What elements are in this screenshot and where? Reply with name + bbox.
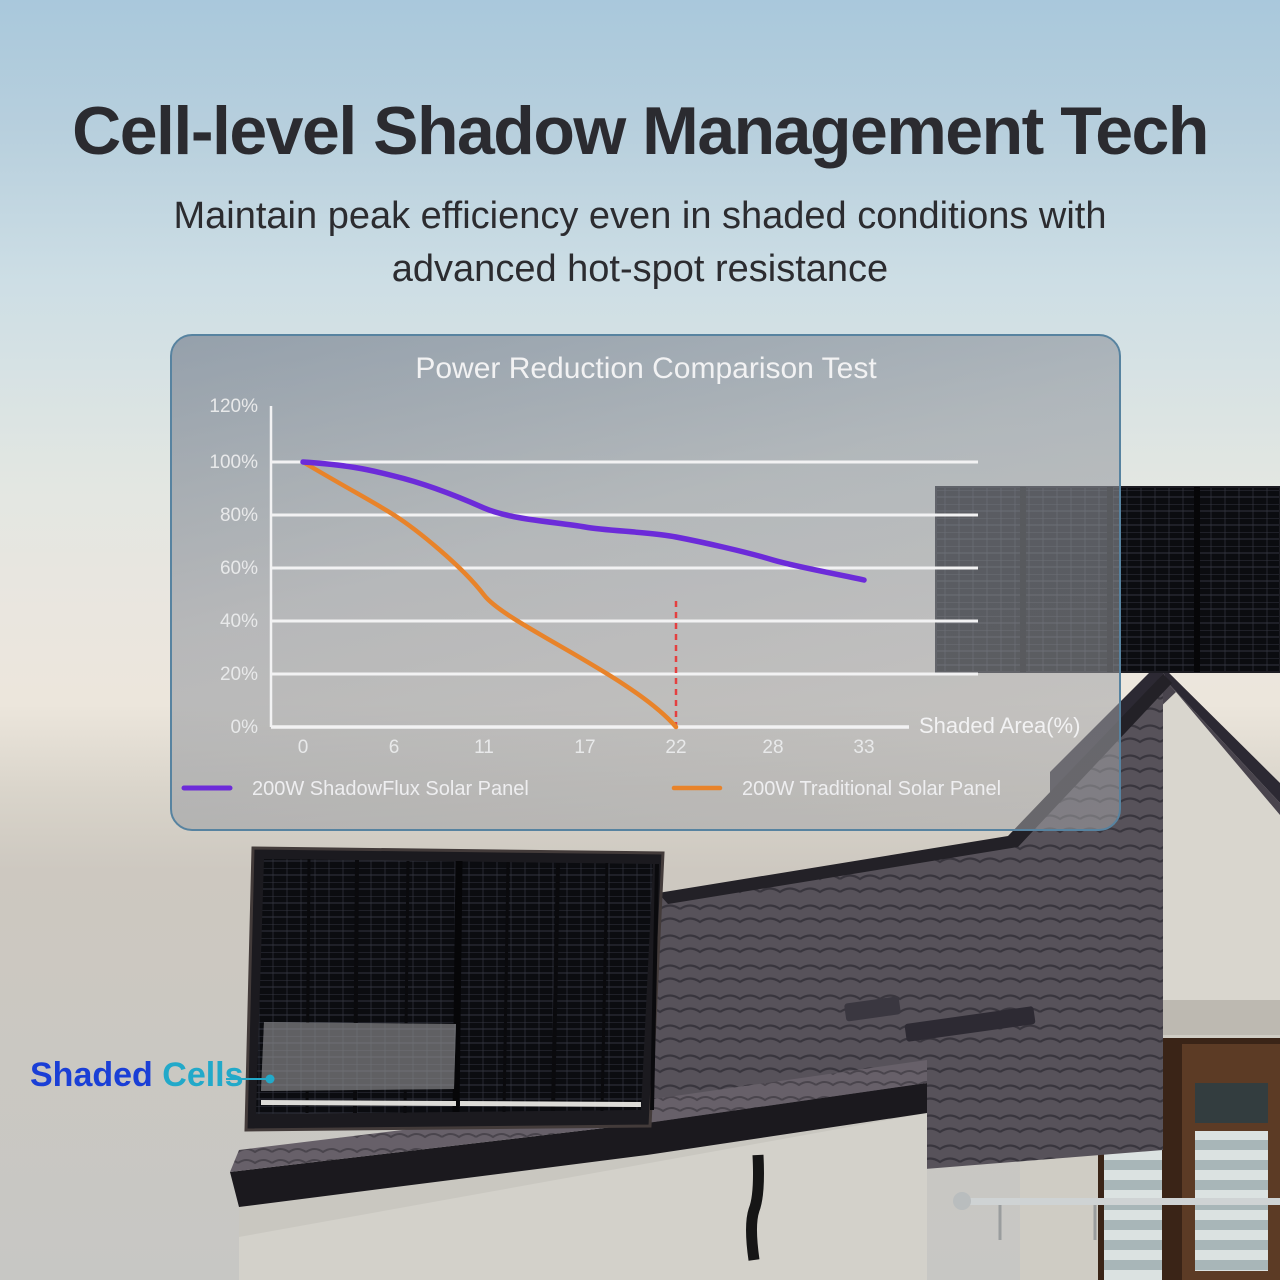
svg-text:Power Reduction Comparison Tes: Power Reduction Comparison Test bbox=[415, 352, 877, 385]
svg-text:11: 11 bbox=[474, 737, 494, 758]
svg-text:200W Traditional Solar Panel: 200W Traditional Solar Panel bbox=[742, 778, 1001, 800]
svg-text:20%: 20% bbox=[220, 664, 258, 685]
svg-text:22: 22 bbox=[665, 737, 686, 758]
svg-text:6: 6 bbox=[389, 737, 400, 758]
svg-text:33: 33 bbox=[853, 737, 874, 758]
svg-text:80%: 80% bbox=[220, 505, 258, 526]
svg-text:17: 17 bbox=[574, 737, 595, 758]
svg-text:60%: 60% bbox=[220, 558, 258, 579]
svg-text:100%: 100% bbox=[209, 452, 258, 473]
svg-text:Shaded Area(%): Shaded Area(%) bbox=[919, 713, 1080, 738]
svg-text:0: 0 bbox=[298, 737, 309, 758]
svg-text:0%: 0% bbox=[231, 717, 259, 738]
svg-text:Shaded Cells: Shaded Cells bbox=[30, 1056, 244, 1094]
svg-text:28: 28 bbox=[762, 737, 783, 758]
svg-text:120%: 120% bbox=[209, 396, 258, 417]
svg-text:200W ShadowFlux Solar Panel: 200W ShadowFlux Solar Panel bbox=[252, 778, 529, 800]
svg-text:40%: 40% bbox=[220, 611, 258, 632]
